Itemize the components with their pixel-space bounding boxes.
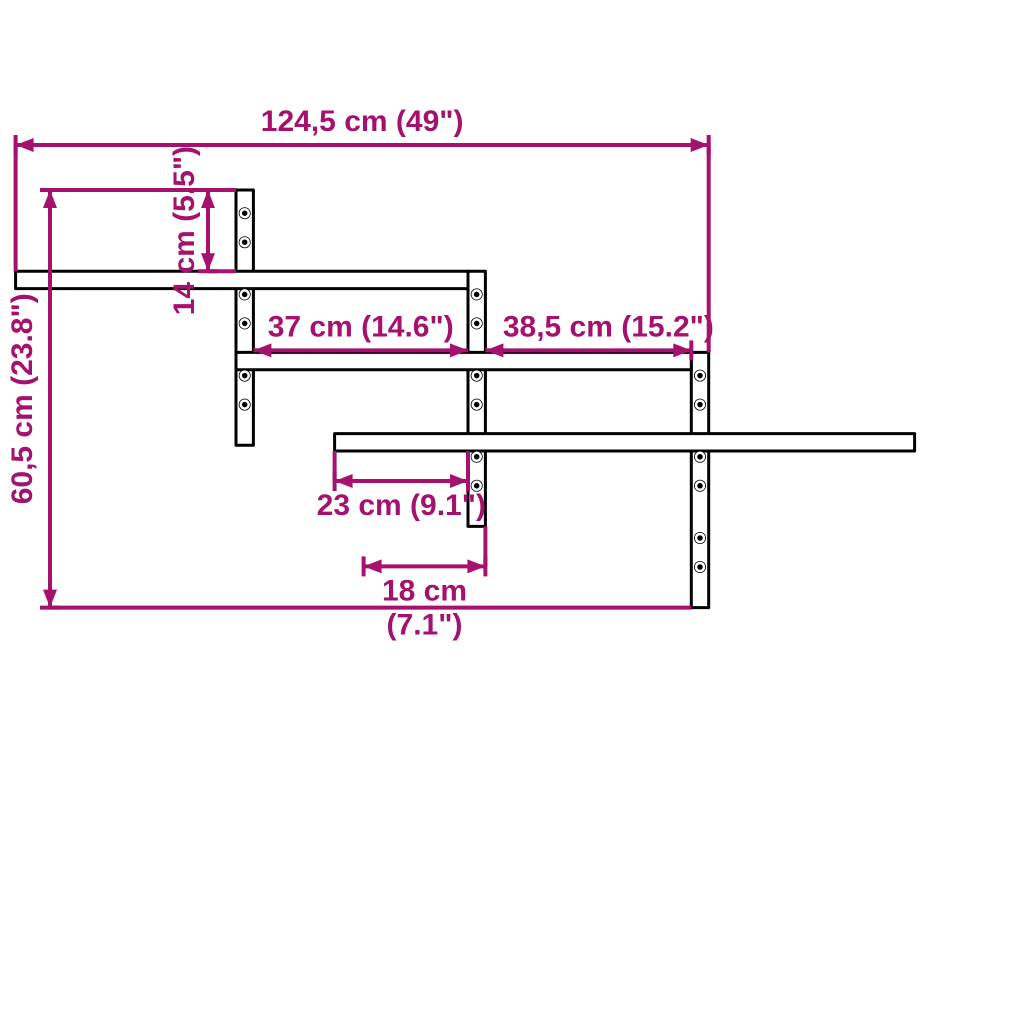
- dim-span18-b: (7.1"): [387, 608, 463, 641]
- dim-height: 60,5 cm (23.8"): [6, 293, 39, 504]
- dim-span23: 23 cm (9.1"): [317, 489, 486, 522]
- dimension-diagram: 124,5 cm (49") 60,5 cm (23.8") 14 cm (5.5"…: [0, 0, 1024, 1024]
- dim-width: 124,5 cm (49"): [261, 105, 464, 138]
- dim-h14: 14 cm (5.5"): [168, 146, 201, 315]
- shelf-middle: [236, 352, 691, 369]
- shelf-top: [16, 271, 468, 288]
- dim-span37: 37 cm (14.6"): [268, 310, 454, 343]
- shelf-bottom: [335, 434, 915, 451]
- dim-span385: 38,5 cm (15.2"): [503, 310, 714, 343]
- dim-span18-a: 18 cm: [382, 574, 467, 607]
